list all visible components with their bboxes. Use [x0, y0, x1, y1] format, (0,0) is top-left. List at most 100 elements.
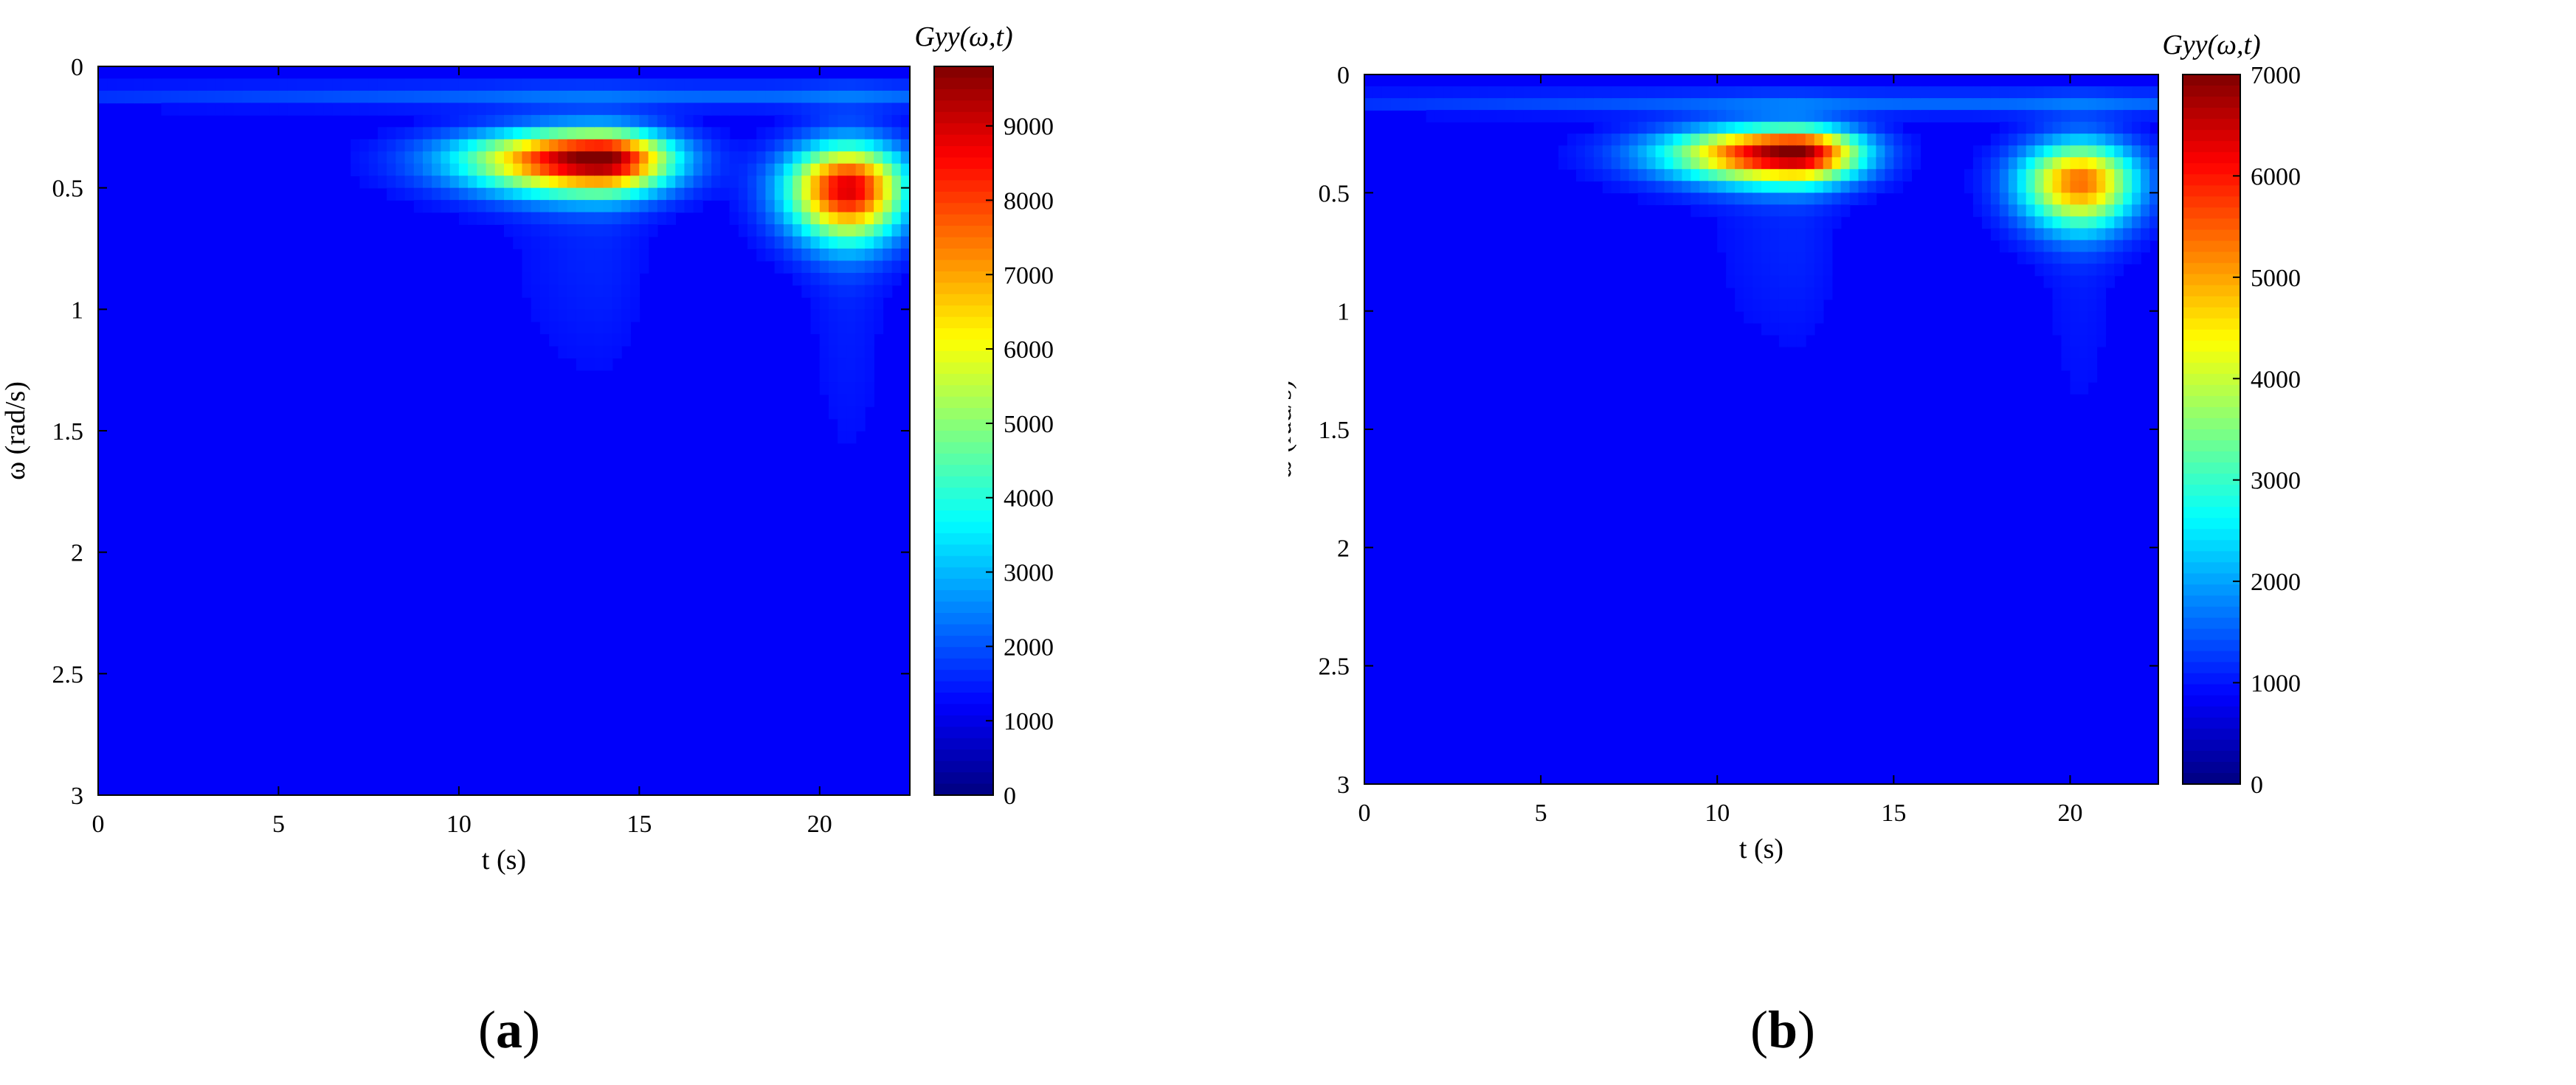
heatmap-cell	[2008, 157, 2018, 170]
heatmap-cell	[1867, 86, 1877, 99]
heatmap-cell	[838, 212, 848, 225]
heatmap-cell	[846, 127, 857, 140]
heatmap-cell	[387, 176, 397, 189]
heatmap-cell	[2079, 134, 2089, 146]
heatmap-cell	[1629, 110, 1639, 122]
heatmap-cell	[1434, 110, 1445, 122]
heatmap-cell	[1637, 145, 1648, 159]
heatmap-cell	[1735, 98, 1744, 111]
heatmap-cell	[260, 90, 271, 104]
heatmap-cell	[1831, 157, 1842, 170]
heatmap-cell	[1787, 252, 1798, 265]
heatmap-cell	[1541, 98, 1550, 111]
heatmap-cell	[874, 321, 884, 335]
heatmap-cell	[702, 90, 712, 104]
heatmap-cell	[477, 212, 487, 225]
heatmap-cell	[1699, 98, 1710, 111]
heatmap-cell	[522, 78, 532, 91]
heatmap-cell	[342, 103, 352, 116]
heatmap-cell	[1682, 193, 1692, 206]
heatmap-cell	[359, 151, 370, 164]
heatmap-cell	[648, 139, 658, 153]
heatmap-cell	[1664, 98, 1674, 111]
heatmap-cell	[1823, 263, 1833, 277]
heatmap-cell	[657, 176, 667, 189]
heatmap-cell	[855, 212, 866, 225]
heatmap-cell	[1867, 169, 1877, 182]
heatmap-cell	[567, 224, 577, 238]
heatmap-cell	[793, 200, 803, 213]
colorbar-swatch	[934, 419, 993, 431]
heatmap-cell	[819, 370, 829, 383]
heatmap-cell	[2079, 110, 2089, 122]
heatmap-cell	[2141, 122, 2150, 134]
heatmap-cell	[639, 200, 649, 213]
heatmap-cell	[1602, 110, 1612, 122]
heatmap-cell	[2123, 216, 2133, 229]
heatmap-cell	[874, 249, 884, 262]
heatmap-cell	[2132, 98, 2141, 111]
heatmap-cell	[855, 345, 866, 358]
heatmap-cell	[846, 224, 857, 238]
heatmap-cell	[2088, 157, 2098, 170]
heatmap-cell	[1744, 252, 1753, 265]
heatmap-cell	[396, 127, 406, 140]
heatmap-cell	[1911, 157, 1921, 170]
colorbar-swatch	[2183, 185, 2240, 198]
heatmap-cell	[720, 78, 731, 91]
heatmap-cell	[585, 151, 595, 164]
colorbar-swatch	[2183, 772, 2240, 785]
heatmap-cell	[1496, 110, 1507, 122]
heatmap-cell	[711, 139, 722, 153]
heatmap-cell	[2141, 169, 2150, 182]
heatmap-cell	[2017, 216, 2027, 229]
heatmap-cell	[1778, 134, 1789, 146]
heatmap-cell	[2079, 287, 2089, 300]
heatmap-cell	[684, 200, 694, 213]
panel-label: (b)	[1750, 1000, 1815, 1059]
heatmap-cell	[1664, 145, 1674, 159]
heatmap-cell	[891, 212, 902, 225]
heatmap-cell	[576, 200, 586, 213]
heatmap-cell	[1787, 240, 1798, 253]
heatmap-cell	[2079, 358, 2089, 371]
heatmap-cell	[1849, 169, 1860, 182]
heatmap-cell	[819, 285, 829, 298]
x-axis-label: t (s)	[482, 845, 526, 876]
colorbar-swatch	[934, 624, 993, 637]
heatmap-cell	[396, 187, 406, 201]
heatmap-cell	[864, 370, 874, 383]
heatmap-cell	[1514, 98, 1524, 111]
heatmap-cell	[702, 78, 712, 91]
heatmap-cell	[1620, 145, 1630, 159]
colorbar-swatch	[2183, 429, 2240, 441]
heatmap-cell	[576, 272, 586, 286]
heatmap-cell	[1744, 311, 1753, 324]
heatmap-cell	[2034, 263, 2045, 277]
heatmap-cell	[621, 200, 631, 213]
heatmap-cell	[1929, 110, 1938, 122]
heatmap-cell	[621, 285, 631, 298]
heatmap-cell	[2123, 98, 2133, 111]
heatmap-cell	[2114, 204, 2124, 218]
heatmap-cell	[1893, 110, 1904, 122]
heatmap-cell	[900, 114, 911, 128]
heatmap-cell	[603, 224, 613, 238]
heatmap-cell	[648, 224, 658, 238]
heatmap-cell	[2132, 228, 2141, 241]
heatmap-cell	[891, 114, 902, 128]
colorbar-swatch	[2183, 595, 2240, 608]
heatmap-cell	[2070, 204, 2080, 218]
heatmap-cell	[1381, 86, 1392, 99]
heatmap-cell	[2123, 204, 2133, 218]
heatmap-cell	[1443, 86, 1454, 99]
heatmap-cell	[2070, 181, 2080, 194]
heatmap-cell	[1796, 110, 1806, 122]
heatmap-cell	[846, 358, 857, 371]
heatmap-cell	[810, 176, 821, 189]
heatmap-cell	[2017, 86, 2027, 99]
heatmap-cell	[1602, 122, 1612, 134]
heatmap-cell	[2017, 98, 2027, 111]
colorbar-swatch	[2183, 529, 2240, 541]
heatmap-cell	[576, 236, 586, 249]
